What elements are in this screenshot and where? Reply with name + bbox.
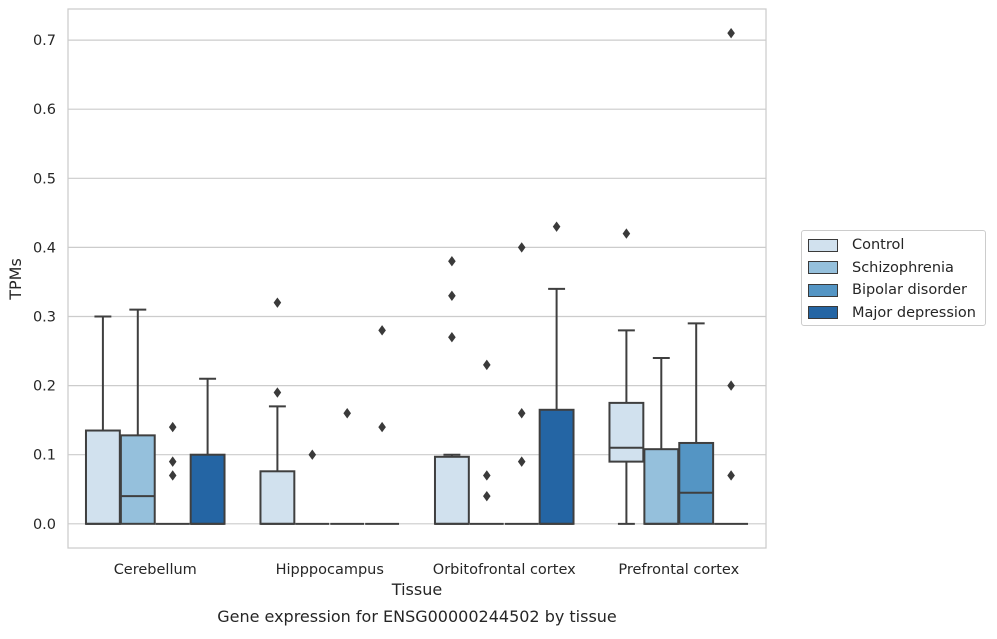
outlier-point [727, 470, 735, 481]
outlier-point [168, 456, 177, 467]
box-body [538, 408, 575, 525]
outlier-point [343, 408, 351, 419]
legend-label: Major depression [852, 304, 976, 321]
x-tick-label: Orbitofrontal cortex [433, 562, 576, 578]
outlier-point [448, 256, 456, 267]
y-tick-label: 0.7 [33, 33, 56, 49]
box-bipolar-disorder-1 [330, 408, 365, 525]
x-tick-label: Cerebellum [114, 562, 197, 578]
legend-item: Bipolar disorder [808, 280, 967, 300]
legend-swatch [808, 261, 838, 274]
box-major-depression-1 [365, 325, 400, 525]
legend-label: Control [852, 237, 905, 253]
y-tick-label: 0.3 [33, 310, 56, 326]
x-tick-label: Hipppocampus [276, 562, 384, 578]
box-schizophrenia-3 [643, 356, 680, 525]
box-body [119, 434, 156, 525]
outlier-point [378, 421, 386, 433]
outlier-point [448, 332, 456, 343]
y-tick-labels: 0.0 0.1 0.2 0.3 0.4 0.5 0.6 0.7 [33, 33, 56, 533]
y-tick-label: 0.6 [33, 102, 56, 118]
box-body [608, 401, 645, 463]
legend-item: Schizophrenia [808, 258, 954, 278]
outlier-point [552, 221, 561, 232]
legend-item: Control [808, 235, 904, 255]
x-axis-label: Tissue [391, 580, 442, 599]
x-tick-labels: Cerebellum Hipppocampus Orbitofrontal cort… [114, 562, 740, 578]
y-axis-label: TPMs [6, 258, 25, 301]
outlier-point [448, 290, 456, 301]
box-body [678, 441, 715, 525]
outlier-point [727, 27, 735, 39]
legend-label: Schizophrenia [852, 259, 954, 276]
box-major-depression-2 [538, 221, 575, 525]
box-schizophrenia-1 [295, 449, 330, 525]
outlier-point [378, 325, 386, 336]
box-body [189, 453, 226, 525]
legend-label: Bipolar disorder [852, 282, 967, 298]
outlier-point [727, 380, 735, 391]
outlier-point [517, 408, 526, 419]
box-control-3 [608, 228, 645, 525]
outlier-point [168, 470, 177, 481]
outlier-point [483, 490, 491, 502]
box-bipolar-disorder-3 [678, 322, 715, 525]
box-control-0 [84, 315, 121, 525]
legend-item: Major depression [808, 303, 976, 323]
box-schizophrenia-2 [469, 359, 504, 525]
outlier-point [308, 449, 317, 460]
box-schizophrenia-0 [119, 308, 156, 525]
legend-swatch [808, 306, 838, 319]
y-tick-label: 0.1 [33, 448, 56, 464]
box-body [643, 448, 680, 525]
outlier-point [517, 456, 526, 467]
outlier-point [273, 297, 282, 308]
outlier-point [273, 387, 282, 398]
x-tick-label: Prefrontal cortex [618, 562, 739, 578]
y-tick-label: 0.2 [33, 379, 56, 395]
y-tick-label: 0.0 [33, 517, 56, 533]
box-control-2 [433, 256, 470, 525]
legend-swatch [808, 238, 838, 252]
outlier-point [483, 359, 491, 371]
outlier-point [517, 242, 526, 253]
box-bipolar-disorder-2 [504, 242, 539, 525]
box-body [259, 470, 296, 525]
y-tick-label: 0.5 [33, 171, 56, 187]
legend-swatch [808, 283, 838, 297]
plot-area-frame [67, 8, 767, 549]
box-body [433, 455, 470, 525]
outlier-point [622, 228, 631, 239]
chart-caption: Gene expression for ENSG00000244502 by t… [217, 607, 617, 626]
legend: Control Schizophrenia Bipolar disorder Majo… [801, 230, 986, 326]
box-bipolar-disorder-0 [155, 421, 190, 525]
y-tick-label: 0.4 [33, 240, 56, 256]
box-body [84, 429, 121, 525]
boxes [84, 27, 749, 525]
box-major-depression-3 [714, 27, 749, 525]
outlier-point [483, 470, 491, 481]
outlier-point [168, 421, 177, 433]
box-major-depression-0 [189, 377, 226, 525]
box-control-1 [259, 297, 296, 525]
